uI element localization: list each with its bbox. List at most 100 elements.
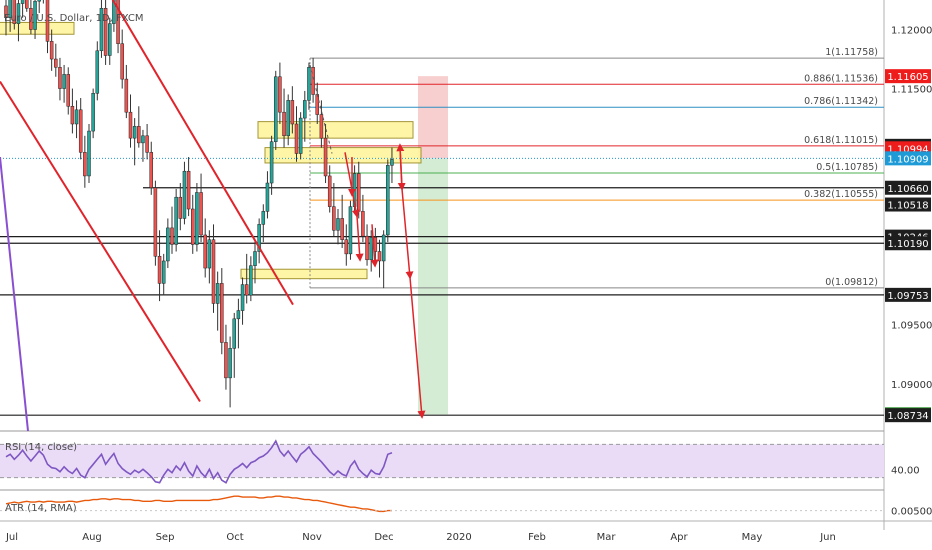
rsi-axis-tick: 40.00 [891, 465, 920, 476]
atr-axis-tick: 0.00500 [891, 507, 932, 518]
fib-level-label: 0.886(1.11536) [804, 73, 878, 84]
rsi-legend: RSI (14, close) [5, 442, 77, 453]
candle-body [319, 114, 324, 139]
candle-body [178, 196, 183, 219]
candle-body [327, 175, 332, 207]
candle [141, 129, 145, 162]
candle [340, 194, 344, 248]
candle [132, 118, 137, 166]
fib-level-label: 0.618(1.11015) [804, 135, 878, 146]
candle [199, 173, 203, 243]
candle-body [199, 192, 203, 236]
candle [145, 123, 149, 160]
candle [323, 123, 328, 184]
price-label-box [885, 408, 931, 423]
candle-body [16, 3, 21, 24]
candle-body [87, 130, 91, 177]
price-axis-tick: 1.09500 [891, 321, 932, 332]
candle-body [365, 235, 369, 261]
candle-body [128, 111, 133, 139]
candle [137, 106, 141, 148]
candle-body [4, 5, 8, 18]
candle [45, 0, 50, 54]
candle [357, 161, 361, 219]
candle [58, 57, 62, 101]
candle-body [29, 8, 33, 30]
candle-body [274, 76, 278, 142]
candle [112, 0, 116, 32]
projection-arrow [370, 224, 379, 268]
time-axis-label: Dec [374, 532, 393, 543]
candle [381, 230, 386, 289]
time-axis-label: Nov [302, 532, 322, 543]
candle-body [224, 342, 228, 379]
candle-body [74, 109, 79, 125]
candle [361, 194, 365, 243]
candle [74, 100, 79, 139]
candle-body [161, 260, 166, 284]
price-label-text: 1.10909 [887, 154, 928, 165]
candle [37, 0, 41, 13]
candle [269, 135, 274, 195]
candle [240, 277, 245, 325]
trend-line [111, 0, 294, 306]
candle [249, 256, 253, 302]
price-label-text: 1.08734 [887, 411, 928, 422]
candle-body [344, 239, 349, 255]
candle-body [20, 0, 25, 4]
time-axis-label: Jul [5, 532, 18, 543]
candle-body [120, 43, 124, 80]
fib-level-label: 0.382(1.10555) [804, 189, 878, 200]
fib-level-label: 0(1.09812) [825, 277, 878, 288]
candle-body [220, 283, 224, 343]
candle [153, 180, 158, 266]
candle-body [236, 310, 241, 320]
candle [170, 206, 174, 254]
candle [25, 0, 29, 12]
candle-body [49, 41, 54, 60]
candle [174, 188, 178, 252]
candle-body [157, 255, 162, 284]
candle [344, 224, 349, 266]
candle [87, 123, 91, 184]
candle-body [315, 94, 319, 115]
candle [332, 183, 336, 237]
candle-body [70, 106, 75, 125]
price-axis-tick: 1.11500 [891, 85, 932, 96]
candle [253, 239, 257, 284]
candle-body [253, 251, 257, 266]
candle-body [257, 224, 261, 252]
fib-level-label: 0.5(1.10785) [816, 162, 878, 173]
candle [298, 112, 303, 160]
candle [365, 224, 369, 266]
candle-body [166, 227, 170, 262]
trend-line [0, 80, 201, 403]
candle [83, 135, 87, 188]
projection-arrow [344, 152, 360, 219]
candle [390, 147, 394, 184]
projection-arrow [409, 277, 426, 419]
candle [377, 239, 382, 278]
time-axis-label: Sep [156, 532, 175, 543]
candle-body [390, 159, 394, 166]
candle [220, 268, 224, 355]
candle [236, 298, 241, 349]
price-label-text: 1.10518 [887, 201, 928, 212]
candle-body [170, 227, 174, 245]
candle-body [265, 182, 270, 212]
candle-body [357, 173, 361, 212]
candle [66, 67, 70, 115]
time-axis-label: May [742, 532, 763, 543]
price-label-box [885, 287, 931, 302]
candle-body [348, 206, 353, 255]
candle [294, 106, 299, 162]
candle-body [54, 58, 58, 68]
candle [286, 94, 290, 146]
candle [99, 0, 104, 58]
rsi-line [5, 439, 393, 484]
candle-body [141, 135, 145, 144]
candle-body [66, 74, 70, 107]
candle-body [108, 23, 112, 56]
candle [33, 0, 37, 39]
